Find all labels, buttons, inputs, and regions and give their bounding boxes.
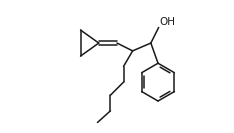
Text: OH: OH — [159, 17, 175, 27]
